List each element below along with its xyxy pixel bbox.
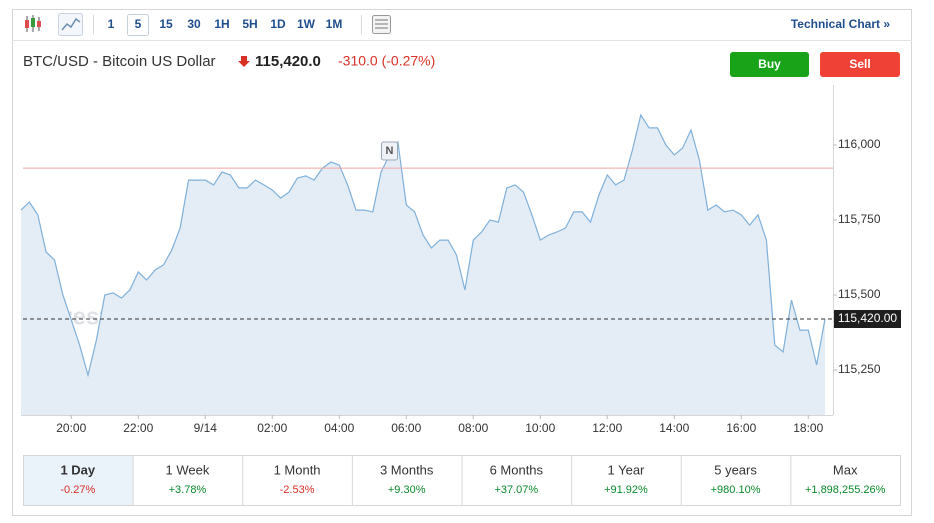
price: 115,420.0 bbox=[255, 53, 321, 70]
price-change: -310.0 (-0.27%) bbox=[338, 53, 435, 69]
period-change: +3.78% bbox=[169, 484, 207, 496]
x-tick-label: 22:00 bbox=[123, 421, 153, 435]
x-tick-label: 04:00 bbox=[324, 421, 354, 435]
technical-chart-link[interactable]: Technical Chart » bbox=[791, 17, 890, 31]
period-label[interactable]: Max bbox=[833, 462, 858, 477]
x-tick-label: 16:00 bbox=[726, 421, 756, 435]
interval-button[interactable]: 1 bbox=[108, 17, 115, 31]
period-change: +1,898,255.26% bbox=[805, 484, 886, 496]
buy-button[interactable] bbox=[730, 52, 809, 77]
period-change: -2.53% bbox=[280, 484, 315, 496]
area-fill bbox=[21, 115, 825, 415]
interval-button[interactable]: 15 bbox=[159, 17, 173, 31]
instrument-title: BTC/USD - Bitcoin US Dollar bbox=[23, 53, 216, 70]
down-arrow bbox=[238, 56, 250, 67]
y-tick-label: 116,000 bbox=[838, 137, 881, 151]
widget-frame bbox=[12, 9, 912, 516]
period-label[interactable]: 1 Week bbox=[166, 462, 210, 477]
interval-button[interactable]: 30 bbox=[187, 17, 201, 31]
last-price-box bbox=[834, 310, 901, 328]
news-marker-label[interactable]: N bbox=[386, 145, 394, 157]
sell-button[interactable] bbox=[820, 52, 900, 77]
y-tick-label: 115,500 bbox=[838, 287, 881, 301]
last-price-label: 115,420.00 bbox=[838, 311, 897, 325]
interval-button[interactable]: 5 bbox=[135, 17, 142, 31]
period-change: -0.27% bbox=[60, 484, 95, 496]
period-change: +980.10% bbox=[711, 484, 761, 496]
interval-selected[interactable] bbox=[127, 14, 149, 36]
x-tick-label: 20:00 bbox=[56, 421, 86, 435]
interval-button[interactable]: 1H bbox=[214, 17, 229, 31]
period-label[interactable]: 1 Month bbox=[274, 462, 321, 477]
x-tick-label: 10:00 bbox=[525, 421, 555, 435]
interval-button[interactable]: 5H bbox=[242, 17, 257, 31]
period-label[interactable]: 1 Day bbox=[60, 462, 95, 477]
x-tick-label: 06:00 bbox=[391, 421, 421, 435]
x-tick-label: 14:00 bbox=[659, 421, 689, 435]
candle-icon[interactable] bbox=[25, 15, 41, 32]
x-tick-label: 9/14 bbox=[194, 421, 218, 435]
interval-button[interactable]: 1D bbox=[270, 17, 286, 31]
x-tick-label: 02:00 bbox=[257, 421, 287, 435]
period-label[interactable]: 5 years bbox=[714, 462, 757, 477]
period-change: +9.30% bbox=[388, 484, 426, 496]
news-marker[interactable] bbox=[381, 141, 398, 161]
period-label[interactable]: 3 Months bbox=[380, 462, 434, 477]
buy-label[interactable]: Buy bbox=[758, 57, 781, 71]
period-change: +91.92% bbox=[604, 484, 648, 496]
x-tick-label: 18:00 bbox=[793, 421, 823, 435]
period-change: +37.07% bbox=[494, 484, 538, 496]
period-label[interactable]: 1 Year bbox=[608, 462, 646, 477]
period-selected[interactable] bbox=[24, 456, 133, 505]
y-tick-label: 115,250 bbox=[838, 362, 881, 376]
x-tick-label: 08:00 bbox=[458, 421, 488, 435]
x-tick-label: 12:00 bbox=[592, 421, 622, 435]
interval-button[interactable]: 1W bbox=[297, 17, 316, 31]
y-tick-label: 115,750 bbox=[838, 212, 881, 226]
price-line bbox=[20, 113, 826, 378]
line-icon[interactable] bbox=[58, 13, 83, 36]
interval-button[interactable]: 1M bbox=[326, 17, 343, 31]
period-label[interactable]: 6 Months bbox=[490, 462, 544, 477]
sell-label[interactable]: Sell bbox=[849, 57, 870, 71]
table-icon[interactable] bbox=[372, 15, 391, 34]
